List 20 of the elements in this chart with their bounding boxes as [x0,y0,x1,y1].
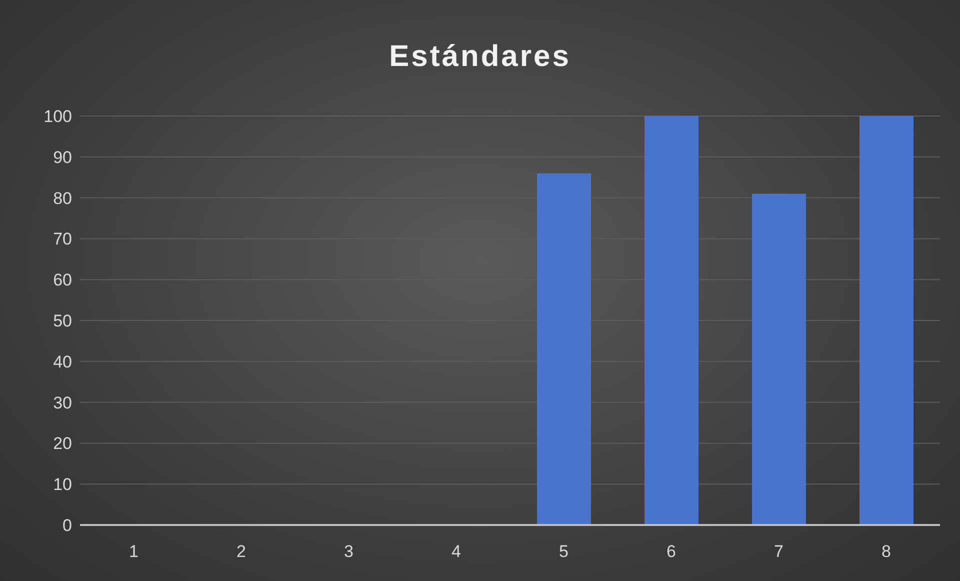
y-tick-label: 90 [53,148,72,167]
y-tick-label: 100 [44,107,72,126]
x-tick-label: 2 [236,542,246,562]
y-tick-label: 50 [53,312,72,331]
y-tick-label: 40 [53,352,72,372]
y-tick-label: 20 [53,434,72,454]
chart-title: Estándares [388,40,572,74]
y-tick-label: 60 [53,270,72,290]
x-tick-label: 1 [129,542,138,562]
y-tick-label: 0 [62,516,72,536]
x-tick-label: 4 [452,542,461,562]
x-tick-label: 3 [344,542,354,562]
y-tick-label: 80 [53,188,72,208]
x-tick-label: 5 [559,542,568,562]
x-tick-label: 7 [774,542,784,562]
x-tick-label: 8 [882,542,891,562]
x-tick-label: 6 [666,542,676,562]
y-tick-label: 10 [53,475,72,494]
y-tick-label: 70 [53,230,72,249]
y-tick-label: 30 [53,393,72,412]
